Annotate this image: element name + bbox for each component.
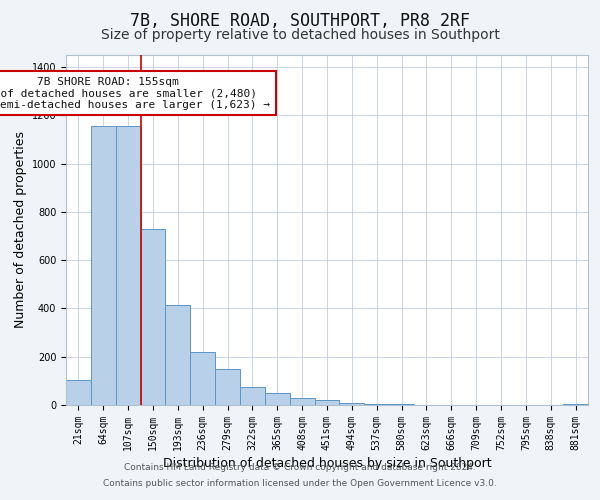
X-axis label: Distribution of detached houses by size in Southport: Distribution of detached houses by size … — [163, 457, 491, 470]
Bar — [140, 229, 166, 405]
Bar — [240, 387, 265, 405]
Bar — [290, 398, 314, 405]
Text: 7B, SHORE ROAD, SOUTHPORT, PR8 2RF: 7B, SHORE ROAD, SOUTHPORT, PR8 2RF — [130, 12, 470, 30]
Bar — [166, 305, 190, 405]
Y-axis label: Number of detached properties: Number of detached properties — [14, 132, 28, 328]
Text: Size of property relative to detached houses in Southport: Size of property relative to detached ho… — [101, 28, 499, 42]
Bar — [389, 404, 414, 405]
Bar — [314, 400, 340, 405]
Bar — [66, 380, 91, 405]
Text: 7B SHORE ROAD: 155sqm
← 60% of detached houses are smaller (2,480)
39% of semi-d: 7B SHORE ROAD: 155sqm ← 60% of detached … — [0, 76, 270, 110]
Bar — [364, 404, 389, 405]
Bar — [215, 369, 240, 405]
Bar — [190, 352, 215, 405]
Bar — [340, 402, 364, 405]
Bar — [265, 393, 290, 405]
Bar — [563, 404, 588, 405]
Text: Contains HM Land Registry data © Crown copyright and database right 2024.: Contains HM Land Registry data © Crown c… — [124, 464, 476, 472]
Text: Contains public sector information licensed under the Open Government Licence v3: Contains public sector information licen… — [103, 478, 497, 488]
Bar — [91, 126, 116, 405]
Bar — [116, 126, 140, 405]
